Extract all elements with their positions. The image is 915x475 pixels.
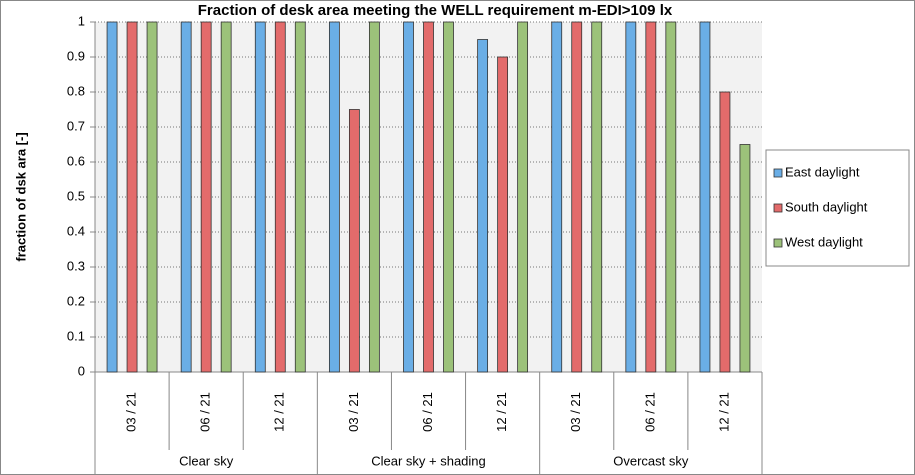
x-tick-label: 03 / 21 <box>568 392 583 432</box>
y-tick-label: 0 <box>78 363 85 378</box>
x-tick-label: 12 / 21 <box>716 392 731 432</box>
x-tick-label: 06 / 21 <box>642 392 657 432</box>
x-tick-label: 03 / 21 <box>123 392 138 432</box>
bar <box>739 144 751 373</box>
legend-swatch <box>773 238 783 248</box>
y-tick-label: 0.1 <box>67 328 85 343</box>
bar <box>699 21 711 373</box>
y-tick-label: 0.8 <box>67 83 85 98</box>
group-label: Clear sky <box>179 453 234 468</box>
bar <box>180 21 192 373</box>
legend-label: West daylight <box>785 234 863 249</box>
y-tick-label: 0.5 <box>67 188 85 203</box>
legend-swatch <box>773 203 783 213</box>
y-tick-label: 0.6 <box>67 153 85 168</box>
bar <box>368 21 380 373</box>
bar <box>551 21 563 373</box>
legend-label: East daylight <box>785 164 860 179</box>
y-tick-label: 1 <box>78 13 85 28</box>
bar <box>328 21 340 373</box>
bar <box>423 21 434 373</box>
y-tick-label: 0.9 <box>67 48 85 63</box>
bar <box>443 21 454 373</box>
bar <box>254 21 266 373</box>
x-tick-label: 03 / 21 <box>346 392 361 432</box>
legend-label: South daylight <box>785 199 868 214</box>
x-tick-label: 06 / 21 <box>420 392 435 432</box>
chart-title: Fraction of desk area meeting the WELL r… <box>198 2 673 19</box>
bar <box>106 21 118 373</box>
bar <box>146 21 158 373</box>
bar <box>126 21 138 373</box>
bar <box>294 21 306 373</box>
x-tick-label: 06 / 21 <box>198 392 213 432</box>
y-tick-label: 0.2 <box>67 293 85 308</box>
bar <box>625 21 637 373</box>
y-tick-label: 0.3 <box>67 258 85 273</box>
bar <box>200 21 212 373</box>
y-tick-label: 0.7 <box>67 118 85 133</box>
y-axis-label: fraction of dsk ara [-] <box>13 132 28 261</box>
bar <box>645 21 657 373</box>
bar <box>220 21 232 373</box>
bar <box>665 21 677 373</box>
x-tick-label: 12 / 21 <box>272 392 287 432</box>
bar <box>591 21 603 373</box>
legend <box>765 149 910 267</box>
y-tick-label: 0.4 <box>67 223 85 238</box>
bar <box>517 21 529 373</box>
bar <box>274 21 286 373</box>
bar <box>477 39 489 373</box>
x-tick-label: 12 / 21 <box>494 392 509 432</box>
bar <box>348 109 360 373</box>
bar <box>571 21 583 373</box>
group-label: Overcast sky <box>613 453 689 468</box>
group-label: Clear sky + shading <box>371 453 486 468</box>
legend-swatch <box>773 168 783 178</box>
bar <box>719 91 731 373</box>
bar <box>403 21 414 373</box>
bar <box>497 56 509 373</box>
